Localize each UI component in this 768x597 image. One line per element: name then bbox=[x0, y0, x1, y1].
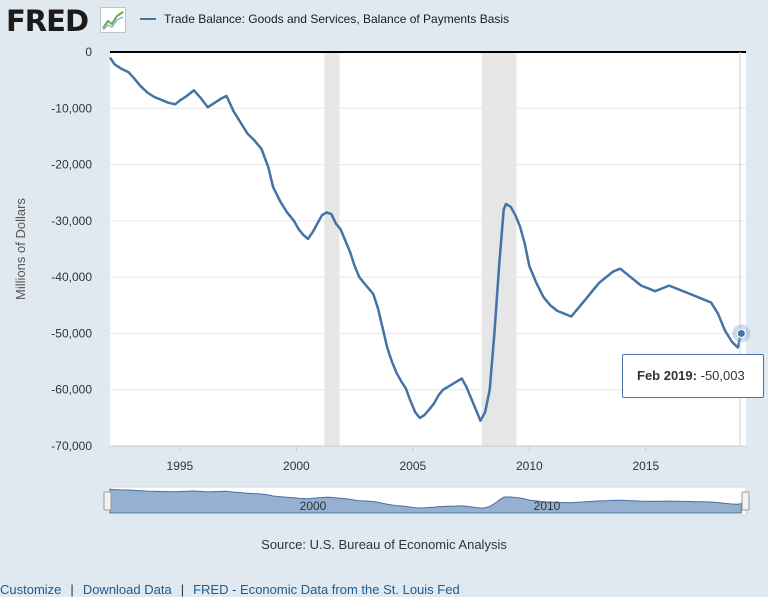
fred-logo-graph-icon bbox=[100, 7, 126, 33]
series-line[interactable] bbox=[108, 56, 743, 422]
footer-links: Customize | Download Data | FRED - Economic … bbox=[0, 582, 460, 597]
recession-bands bbox=[324, 52, 517, 446]
navigator-label-2000: 2000 bbox=[300, 499, 327, 513]
hover-point bbox=[736, 328, 746, 338]
x-axis: 1995 2000 2005 2010 2015 bbox=[110, 445, 746, 473]
range-navigator[interactable]: 2000 2010 bbox=[103, 486, 750, 516]
y-tick-label: -10,000 bbox=[51, 101, 92, 115]
source-note: Source: U.S. Bureau of Economic Analysis bbox=[261, 537, 507, 552]
tooltip-date: Feb 2019: bbox=[637, 368, 697, 383]
y-tick-label: -50,000 bbox=[51, 326, 92, 340]
y-tick-label: -60,000 bbox=[51, 383, 92, 397]
legend-swatch bbox=[140, 18, 156, 20]
y-tick-label: -30,000 bbox=[51, 214, 92, 228]
y-axis: 0 -10,000 -20,000 -30,000 -40,000 -50,000 -60,… bbox=[51, 45, 92, 453]
fred-logo[interactable]: FRED bbox=[6, 4, 89, 38]
x-tick-label: 2010 bbox=[516, 459, 543, 473]
hover-marker-group bbox=[732, 324, 751, 343]
data-tooltip: Feb 2019: -50,003 bbox=[622, 354, 764, 398]
chart-header: FRED Trade Balance: Goods and Services, … bbox=[0, 0, 768, 44]
legend-label: Trade Balance: Goods and Services, Balan… bbox=[164, 12, 510, 26]
fred-home-link[interactable]: FRED - Economic Data from the St. Louis … bbox=[193, 582, 460, 597]
recession-band-1 bbox=[324, 52, 340, 446]
y-axis-label: Millions of Dollars bbox=[13, 198, 28, 300]
x-tick-label: 1995 bbox=[167, 459, 194, 473]
navigator-label-2010: 2010 bbox=[534, 499, 561, 513]
navigator-series-area bbox=[109, 488, 742, 514]
navigator-right-handle[interactable] bbox=[741, 491, 750, 511]
footer-separator: | bbox=[180, 582, 185, 597]
y-tick-label: -20,000 bbox=[51, 158, 92, 172]
y-tick-label: 0 bbox=[85, 45, 92, 59]
footer-separator: | bbox=[70, 582, 74, 597]
series-group[interactable] bbox=[108, 56, 743, 422]
recession-band-2 bbox=[481, 52, 517, 446]
x-tick-label: 2015 bbox=[632, 459, 659, 473]
y-tick-label: -70,000 bbox=[51, 439, 92, 453]
series-legend: Trade Balance: Goods and Services, Balan… bbox=[140, 12, 509, 26]
navigator-left-handle[interactable] bbox=[103, 491, 112, 511]
customize-link[interactable]: Customize bbox=[0, 582, 62, 597]
x-tick-label: 2005 bbox=[400, 459, 427, 473]
download-data-link[interactable]: Download Data bbox=[82, 582, 172, 597]
y-tick-label: -40,000 bbox=[51, 270, 92, 284]
x-tick-label: 2000 bbox=[283, 459, 310, 473]
tooltip-value: -50,003 bbox=[700, 368, 745, 383]
